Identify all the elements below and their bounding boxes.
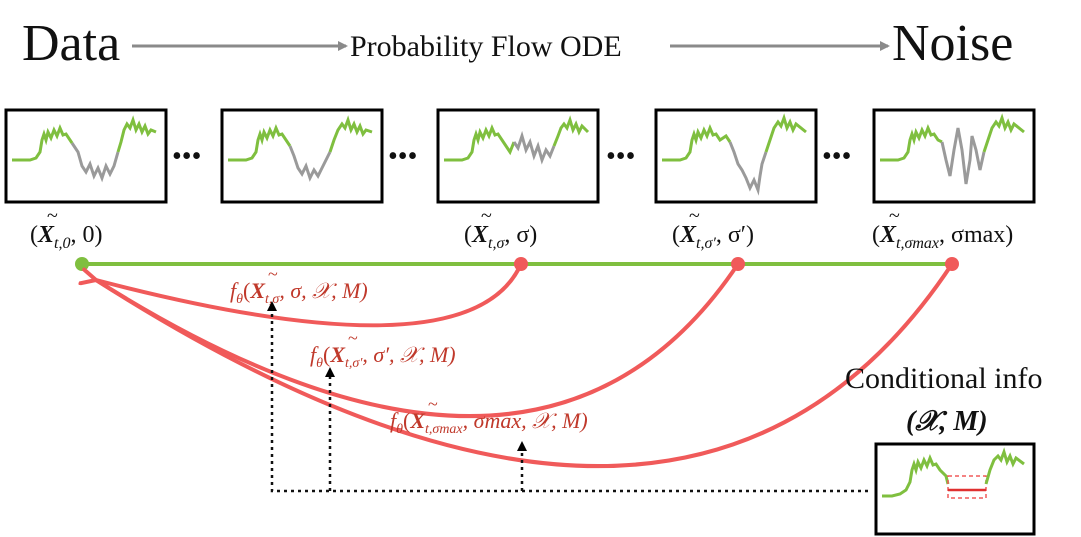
svg-text:~: ~ — [481, 205, 492, 227]
conditional-vars: (𝒳, M) — [906, 406, 988, 437]
svg-text:~: ~ — [268, 264, 278, 284]
svg-text:~: ~ — [47, 205, 58, 227]
svg-text:~: ~ — [889, 205, 900, 227]
panel-4-noise — [728, 141, 768, 196]
panel-1-noise — [70, 142, 120, 183]
svg-text:(Xt,σ′, σ′): (Xt,σ′, σ′) — [672, 222, 754, 252]
panel-2 — [220, 108, 384, 204]
ellipsis-1: ••• — [172, 141, 201, 172]
panel-3-noise — [512, 130, 556, 165]
label-x-t-sigma-max: (Xt,σmax, σmax) ~ — [872, 205, 1013, 252]
ellipsis-2: ••• — [388, 141, 417, 172]
arc-sigma-max — [94, 262, 954, 469]
svg-text:~: ~ — [348, 328, 358, 348]
svg-text:fθ(Xt,σ′, σ′, 𝒳, M): fθ(Xt,σ′, σ′, 𝒳, M) — [310, 342, 456, 371]
svg-text:~: ~ — [428, 394, 438, 414]
func-sigma-prime: fθ(Xt,σ′, σ′, 𝒳, M) ~ — [310, 328, 456, 371]
svg-text:~: ~ — [689, 205, 700, 227]
func-sigma-max: fθ(Xt,σmax, σmax, 𝒳, M) ~ — [390, 394, 588, 437]
svg-text:(Xt,σmax, σmax): (Xt,σmax, σmax) — [872, 222, 1013, 252]
label-x-t0: (Xt,0, 0) ~ — [30, 205, 102, 252]
cond-connector-main — [267, 301, 868, 493]
panel-5 — [872, 108, 1036, 204]
svg-text:(Xt,σ, σ): (Xt,σ, σ) — [464, 222, 537, 252]
panel-1 — [4, 108, 168, 204]
label-x-t-sigma: (Xt,σ, σ) ~ — [464, 205, 537, 252]
panel-4 — [654, 108, 818, 204]
mask-region — [947, 475, 987, 499]
header-noise: Noise — [892, 15, 1013, 72]
svg-text:fθ(Xt,σmax, σmax, 𝒳, M): fθ(Xt,σmax, σmax, 𝒳, M) — [390, 408, 588, 437]
ellipsis-3: ••• — [606, 141, 635, 172]
func-sigma: fθ(Xt,σ, σ, 𝒳, M) ~ — [230, 264, 368, 307]
node-data — [75, 257, 89, 271]
arc-sigma — [96, 263, 523, 328]
conditional-panel — [874, 442, 1036, 536]
svg-text:(Xt,0, 0): (Xt,0, 0) — [30, 222, 102, 252]
svg-text:fθ(Xt,σ, σ, 𝒳, M): fθ(Xt,σ, σ, 𝒳, M) — [230, 278, 368, 307]
arc-sigma-prime — [94, 262, 740, 419]
panel-5-noise — [940, 127, 986, 185]
ellipsis-4: ••• — [822, 141, 851, 172]
label-x-t-sigma-prime: (Xt,σ′, σ′) ~ — [672, 205, 754, 252]
header-ode: Probability Flow ODE — [350, 30, 622, 63]
panel-2-noise — [288, 145, 332, 182]
panel-1-signal — [12, 123, 74, 162]
header-data: Data — [22, 15, 120, 72]
conditional-title: Conditional info — [845, 362, 1043, 395]
panel-3 — [436, 108, 600, 204]
